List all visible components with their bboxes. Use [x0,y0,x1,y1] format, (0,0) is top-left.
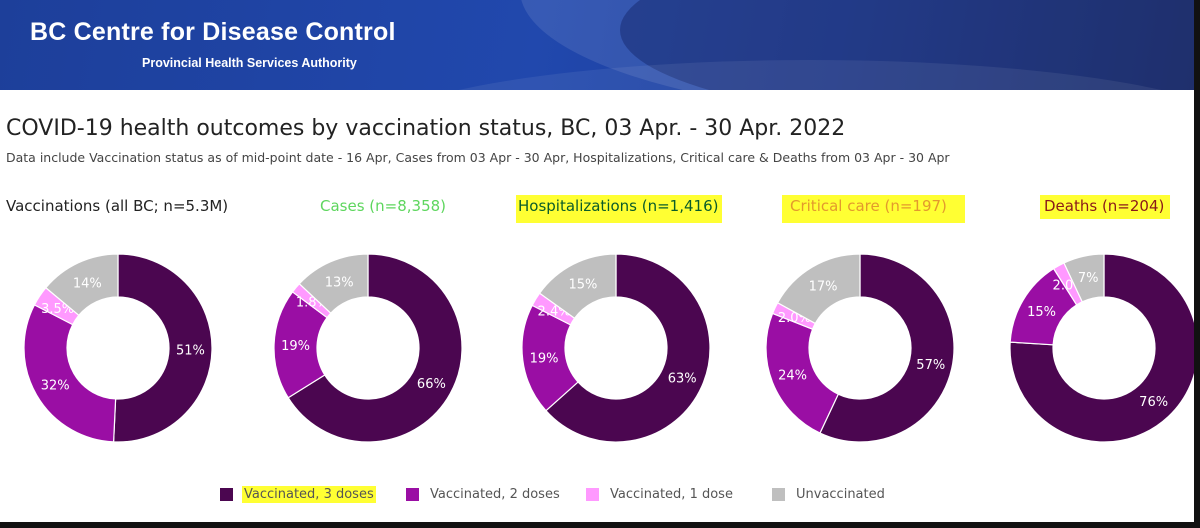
donut-segment-vacc3 [1009,253,1194,443]
header-banner: BC Centre for Disease Control Provincial… [0,0,1194,90]
donut-label: 3.5% [41,302,74,317]
donut-segment-unvacc [1063,253,1105,303]
banner-swoosh [620,0,1194,90]
legend-label: Vaccinated, 2 doses [430,487,560,502]
donut-label: 7% [1078,271,1099,286]
donut-header-critical-care: Critical care (n=197) [782,195,965,223]
legend-label: Vaccinated, 3 doses [242,486,376,503]
legend-swatch [220,488,233,501]
donut-label: 19% [281,339,310,354]
donut-segment-unvacc [44,253,119,317]
donut-label: 24% [778,369,807,384]
donut-segment-vacc3 [819,253,955,443]
chart-subtitle: Data include Vaccination status as of mi… [6,150,950,165]
banner-swoosh [520,0,1194,90]
donut-header-cases: Cases (n=8,358) [320,197,447,215]
donut-label: 63% [668,372,697,387]
donut-label: 76% [1139,395,1168,410]
donut-segment-unvacc [538,253,617,320]
donut-header-vaccinations: Vaccinations (all BC; n=5.3M) [6,197,229,215]
donut-segment-vacc2 [765,312,840,434]
donut-segment-vacc3 [545,253,711,443]
donut-segment-vacc2 [23,304,117,443]
donut-charts: 51%32%3.5%14%66%19%1.8%13%63%19%2.4%15%5… [23,253,1194,443]
legend-swatch [406,488,419,501]
donut-label: 13% [325,275,354,290]
donut-label: 17% [809,280,838,295]
donut-header-deaths: Deaths (n=204) [1040,195,1171,219]
org-subtitle: Provincial Health Services Authority [142,56,357,70]
donut-label: 32% [41,378,70,393]
donut-header-hospitalizations: Hospitalizations (n=1,416) [516,195,723,223]
donut-segment-vacc3 [287,253,463,443]
legend-label: Vaccinated, 1 dose [610,487,733,502]
donut-label: 51% [176,344,205,359]
donut-label: 66% [417,377,446,392]
donut-segment-unvacc [776,253,861,325]
donut-segment-vacc3 [112,253,213,443]
donut-label: 15% [1027,305,1056,320]
legend-label: Unvaccinated [796,487,885,502]
legend-swatch [586,488,599,501]
donut-label: 14% [73,276,102,291]
donut-label: 57% [916,358,945,373]
donut-label: 15% [568,277,597,292]
donut-label: 19% [530,351,559,366]
donut-segment-unvacc [298,253,369,314]
legend-swatch [772,488,785,501]
chart-title: COVID-19 health outcomes by vaccination … [6,116,846,141]
org-name: BC Centre for Disease Control [30,18,396,46]
